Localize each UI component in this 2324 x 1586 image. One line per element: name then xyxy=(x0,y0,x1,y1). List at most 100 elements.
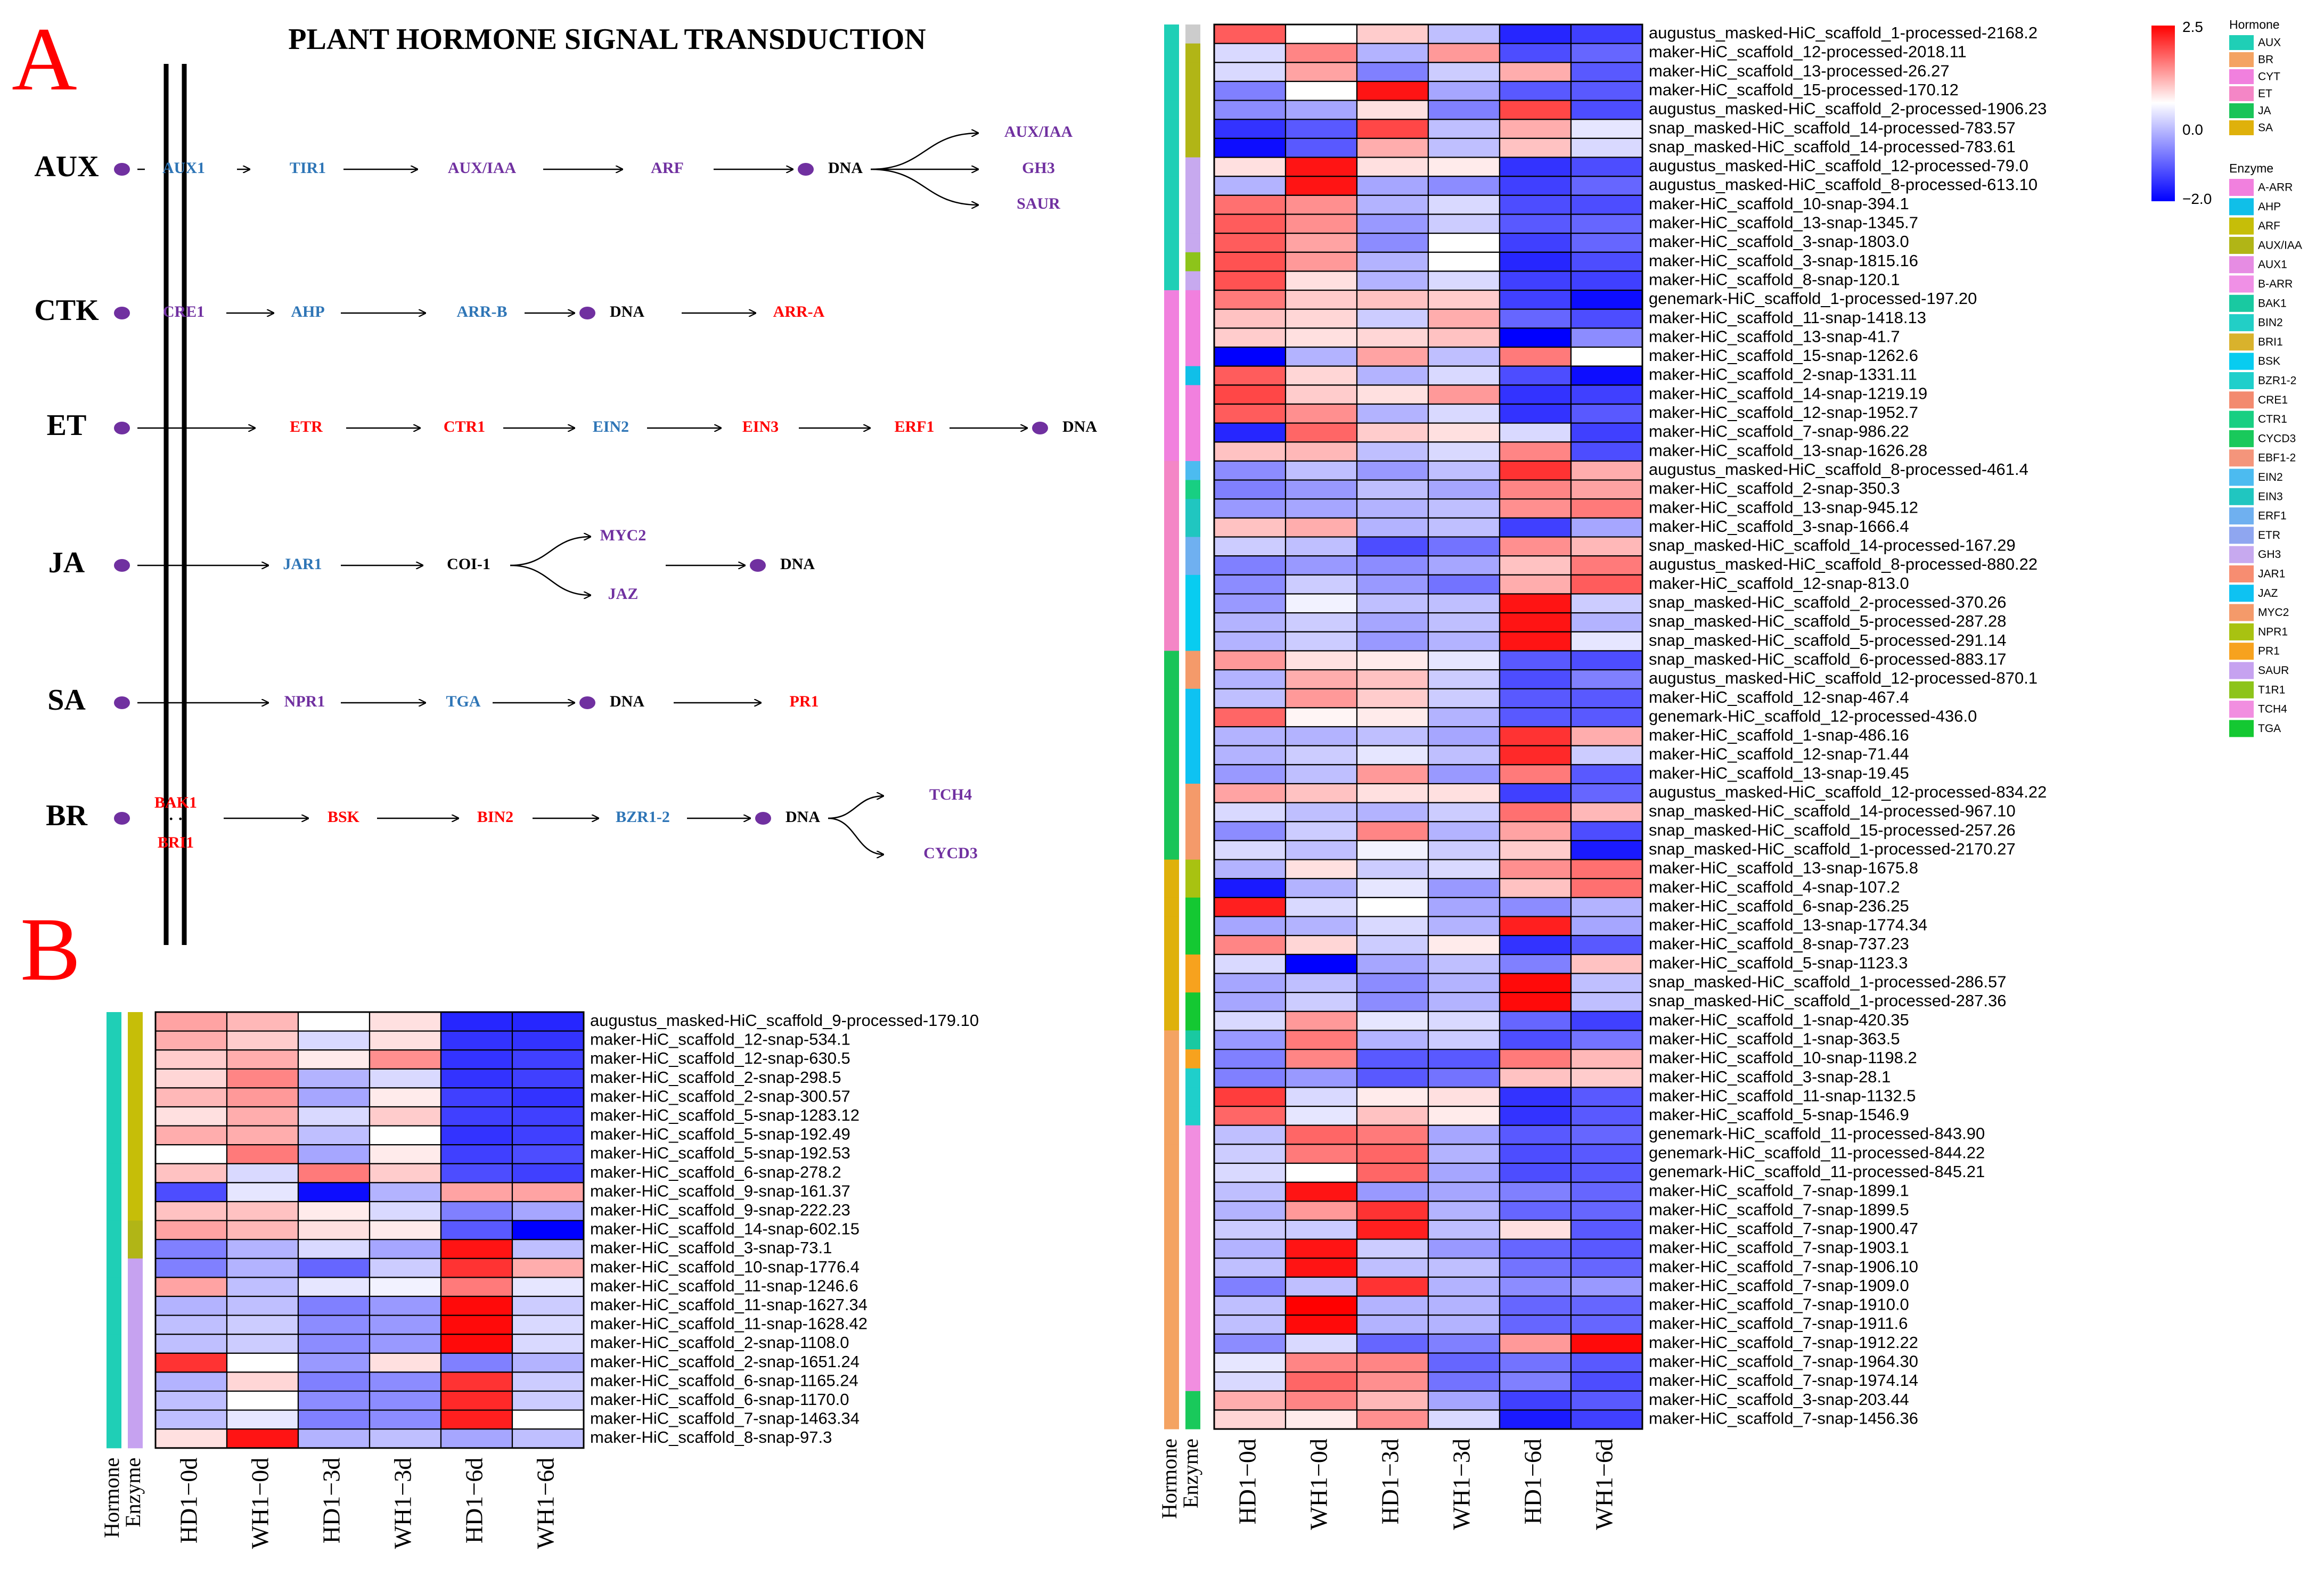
enzyme-annotation-cell xyxy=(1185,81,1200,101)
heatmap-cell xyxy=(1499,119,1572,139)
pathway-node: EIN3 xyxy=(742,418,779,435)
hormone-annotation-cell xyxy=(1164,442,1179,462)
heatmap-cell xyxy=(1284,384,1358,405)
heatmap-row-label: maker-HiC_scaffold_5-snap-192.53 xyxy=(590,1144,850,1162)
heatmap-cell xyxy=(1213,1144,1287,1164)
heatmap-cell xyxy=(297,1428,371,1449)
heatmap-cell xyxy=(1356,555,1429,576)
heatmap-cell xyxy=(154,1220,228,1240)
enzyme-annotation-cell xyxy=(128,1277,143,1297)
heatmap-cell xyxy=(1570,783,1643,803)
hormone-annotation-cell xyxy=(1164,897,1179,917)
panel-label-a: A xyxy=(12,9,77,109)
heatmap-cell xyxy=(1356,62,1429,83)
legend-enzyme-label: AUX/IAA xyxy=(2258,239,2302,251)
heatmap-cell xyxy=(1356,119,1429,139)
heatmap-cell xyxy=(1213,783,1287,803)
heatmap-cell xyxy=(511,1428,585,1449)
heatmap-cell xyxy=(1284,157,1358,177)
heatmap-cell xyxy=(511,1295,585,1316)
enzyme-annotation-cell xyxy=(1185,1106,1200,1126)
heatmap-cell xyxy=(1499,137,1572,158)
legend-enzyme-swatch xyxy=(2229,179,2254,196)
legend-enzyme-label: CYCD3 xyxy=(2258,432,2296,445)
heatmap-cell xyxy=(369,1277,442,1297)
heatmap-cell xyxy=(1570,1352,1643,1373)
pathway-node: DNA xyxy=(785,808,820,826)
heatmap-cell xyxy=(1284,650,1358,671)
hormone-annotation-cell xyxy=(1164,537,1179,556)
pathway-node: DNA xyxy=(1062,418,1097,435)
heatmap-cell xyxy=(1570,669,1643,689)
heatmap-cell xyxy=(154,1182,228,1203)
hormone-annotation-cell xyxy=(107,1353,121,1373)
heatmap-cell xyxy=(1499,992,1572,1012)
heatmap-cell xyxy=(1213,1352,1287,1373)
heatmap-cell xyxy=(511,1144,585,1164)
heatmap-cell xyxy=(440,1352,513,1373)
heatmap-cell xyxy=(1570,802,1643,823)
heatmap-cell xyxy=(1499,403,1572,424)
enzyme-annotation-cell xyxy=(1185,1011,1200,1031)
legend-enzyme-label: TGA xyxy=(2258,722,2281,735)
heatmap-cell xyxy=(297,1125,371,1146)
heatmap-cell xyxy=(154,1125,228,1146)
heatmap-row-label: maker-HiC_scaffold_11-snap-1628.42 xyxy=(590,1314,868,1333)
heatmap-cell xyxy=(1570,1314,1643,1335)
heatmap-row-label: maker-HiC_scaffold_8-snap-737.23 xyxy=(1649,934,1909,953)
heatmap-border xyxy=(154,1011,585,1449)
legend-hormone-label: CYT xyxy=(2258,71,2280,83)
heatmap-cell xyxy=(1356,1352,1429,1373)
heatmap-cell xyxy=(1427,498,1501,519)
heatmap-cell xyxy=(1213,688,1287,709)
enzyme-annotation-cell xyxy=(128,1429,143,1449)
heatmap-cell xyxy=(1356,916,1429,936)
heatmap-cell xyxy=(1356,308,1429,329)
heatmap-cell xyxy=(1213,233,1287,253)
heatmap-row-label: maker-HiC_scaffold_8-snap-120.1 xyxy=(1649,270,1900,289)
heatmap-cell xyxy=(1356,745,1429,766)
heatmap-cell xyxy=(226,1352,299,1373)
heatmap-cell xyxy=(1499,479,1572,500)
pathway-node: SAUR xyxy=(1017,195,1060,212)
heatmap-cell xyxy=(1284,593,1358,614)
pathway-node: BIN2 xyxy=(477,808,513,826)
heatmap-cell xyxy=(1427,612,1501,632)
heatmap-cell xyxy=(1570,1295,1643,1316)
heatmap-cell xyxy=(1356,536,1429,557)
heatmap-cell xyxy=(1499,1124,1572,1145)
heatmap-cell xyxy=(1427,1409,1501,1430)
heatmap-cell xyxy=(369,1068,442,1089)
enzyme-annotation-cell xyxy=(1185,613,1200,632)
heatmap-cell xyxy=(1284,251,1358,272)
heatmap-cell xyxy=(1213,1201,1287,1221)
heatmap-cell xyxy=(1356,574,1429,595)
heatmap-row-label: maker-HiC_scaffold_9-snap-222.23 xyxy=(590,1201,850,1219)
heatmap-cell xyxy=(1499,783,1572,803)
heatmap-cell xyxy=(511,1125,585,1146)
heatmap-cell xyxy=(226,1295,299,1316)
hormone-annotation-cell xyxy=(1164,613,1179,632)
heatmap-cell xyxy=(1570,1030,1643,1050)
pathway-branch-arrow xyxy=(828,796,884,819)
heatmap-cell xyxy=(1427,1333,1501,1354)
hormone-annotation-cell xyxy=(1164,821,1179,841)
heatmap-cell xyxy=(440,1371,513,1392)
heatmap-cell xyxy=(1284,365,1358,386)
heatmap-cell xyxy=(297,1068,371,1089)
heatmap-cell xyxy=(1213,384,1287,405)
hormone-annotation-cell xyxy=(1164,1334,1179,1353)
heatmap-cell xyxy=(1356,859,1429,880)
pathway-dot xyxy=(114,696,130,709)
legend-enzyme-swatch xyxy=(2229,372,2254,389)
heatmap-cell xyxy=(1284,1010,1358,1031)
legend-enzyme-swatch xyxy=(2229,333,2254,351)
heatmap-cell xyxy=(1284,764,1358,785)
pathway-node: COI-1 xyxy=(447,555,490,573)
heatmap-column-label: HD1−0d xyxy=(175,1458,202,1543)
heatmap-row-label: maker-HiC_scaffold_12-snap-467.4 xyxy=(1649,688,1909,706)
enzyme-annotation-cell xyxy=(1185,727,1200,746)
legend-enzyme-label: A-ARR xyxy=(2258,182,2293,194)
heatmap-cell xyxy=(226,1334,299,1354)
enzyme-annotation-cell xyxy=(1185,252,1200,272)
